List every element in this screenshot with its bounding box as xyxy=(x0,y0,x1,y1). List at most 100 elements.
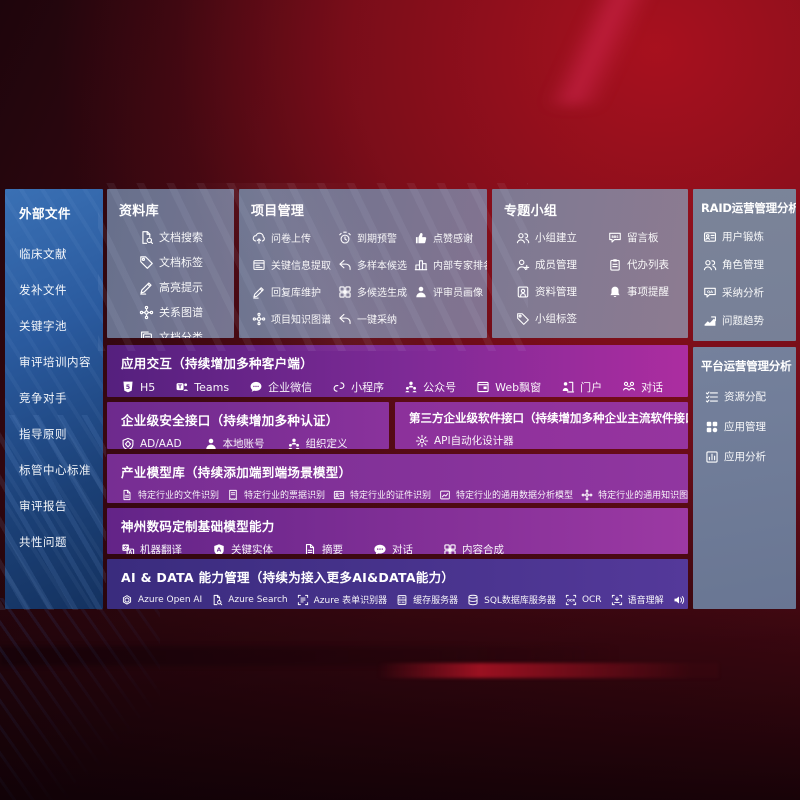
feature-item[interactable]: 内容合成 xyxy=(443,542,504,554)
sidebar-external-files: 外部文件 临床文献 发补文件 关键字池 审评培训内容 竞争对手 指导原则 标管中心标准 审评报… xyxy=(5,189,103,609)
rank-icon xyxy=(414,258,428,272)
feature-label: 回复库维护 xyxy=(271,288,321,299)
feature-label: 特定行业的通用数据分析模型 xyxy=(456,491,574,501)
sidebar-item[interactable]: 审评培训内容 xyxy=(19,355,91,369)
panel-items: 小组建立 留言板 成员管理 代办列表 资料管理 事项提醒小组标签 xyxy=(492,219,688,326)
feature-item[interactable]: 应用管理 xyxy=(705,419,796,434)
feature-item[interactable]: Azure 表单识别器 xyxy=(297,593,387,606)
feature-item[interactable]: 问卷上传 xyxy=(252,230,338,245)
reply-icon xyxy=(338,312,352,326)
feature-item[interactable]: 文档标签 xyxy=(139,254,234,270)
feature-item[interactable]: Teams xyxy=(175,380,229,394)
translate-icon xyxy=(121,543,135,555)
feature-item[interactable]: Web飘窗 xyxy=(476,379,541,395)
feature-item[interactable]: 缓存服务器 xyxy=(396,593,458,606)
sidebar-item[interactable]: 指导原则 xyxy=(19,427,67,441)
feature-item[interactable]: TTS xyxy=(673,594,688,606)
sidebar-item[interactable]: 共性问题 xyxy=(19,535,67,549)
feature-item[interactable]: OCR xyxy=(565,594,602,606)
receipt-icon xyxy=(227,489,239,501)
sidebar-item[interactable]: 竞争对手 xyxy=(19,391,67,405)
background-dark-band xyxy=(0,646,620,666)
feature-item[interactable]: 点赞感谢 xyxy=(414,230,487,245)
feature-item[interactable]: 语音理解 xyxy=(611,593,664,606)
feature-item[interactable]: 对话 xyxy=(373,542,413,554)
feature-item[interactable]: 关键实体 xyxy=(212,542,273,554)
feature-item[interactable]: 多样本候选 xyxy=(338,257,414,272)
sidebar-item[interactable]: 关键字池 xyxy=(19,319,67,333)
feature-item[interactable]: 特定行业的文件识别 xyxy=(121,488,219,501)
doc-icon xyxy=(303,543,317,555)
row-title: 企业级安全接口（持续增加多种认证） xyxy=(121,413,339,428)
feature-label: 特定行业的证件识别 xyxy=(350,491,432,501)
feature-label: 特定行业的通用知识图谱模型 xyxy=(598,491,688,501)
feature-item[interactable]: SQL数据库服务器 xyxy=(467,593,556,606)
feature-label: 多候选生成 xyxy=(357,288,407,299)
feature-item[interactable]: 本地账号 xyxy=(204,436,265,449)
panel-items: 问卷上传 到期预警 点赞感谢关键信息提取 多样本候选 内部专家排名回复库维护 多候选生成 评… xyxy=(239,219,487,326)
grid-plus-icon xyxy=(338,285,352,299)
feature-item[interactable]: 门户 xyxy=(561,379,602,395)
feature-item[interactable]: 特定行业的证件识别 xyxy=(333,488,431,501)
sidebar-item[interactable]: 审评报告 xyxy=(19,499,67,513)
feature-item[interactable]: 一键采纳 xyxy=(338,311,414,326)
people-icon xyxy=(703,258,717,272)
feature-item[interactable]: 成员管理 xyxy=(516,257,608,272)
feature-item[interactable]: 用户锻炼 xyxy=(703,229,796,244)
feature-item[interactable]: 特定行业的通用数据分析模型 xyxy=(439,488,573,501)
sidebar-item[interactable]: 标管中心标准 xyxy=(19,463,91,477)
feature-label: 对话 xyxy=(641,381,664,394)
feature-item[interactable]: 问题趋势 xyxy=(703,313,796,328)
row-title: 应用交互（持续增加多种客户端） xyxy=(121,356,314,371)
wecom-icon xyxy=(249,380,263,394)
feature-item[interactable]: 资料管理 xyxy=(516,284,608,299)
feature-item[interactable]: 到期预警 xyxy=(338,230,414,245)
feature-item[interactable]: 小组标签 xyxy=(516,311,608,326)
feature-label: 事项提醒 xyxy=(627,286,669,298)
feature-label: 语音理解 xyxy=(627,596,664,606)
feature-item[interactable]: 留言板 xyxy=(608,230,688,245)
feature-item[interactable]: 小程序 xyxy=(332,379,384,395)
feature-item[interactable]: 项目知识图谱 xyxy=(252,311,338,326)
feature-item[interactable]: 特定行业的通用知识图谱模型 xyxy=(581,488,688,501)
adshield-icon xyxy=(121,437,135,450)
feature-item[interactable]: Azure Open AI xyxy=(121,594,202,606)
feature-item[interactable]: 特定行业的票据识别 xyxy=(227,488,325,501)
feature-item[interactable]: 关系图谱 xyxy=(139,304,234,320)
feature-item[interactable]: 应用分析 xyxy=(705,449,796,464)
feature-item[interactable]: 采纳分析 xyxy=(703,285,796,300)
feature-item[interactable]: 关键信息提取 xyxy=(252,257,338,272)
feature-item[interactable]: 文档分类 xyxy=(139,329,234,338)
gear-icon xyxy=(415,434,429,448)
feature-item[interactable]: 企业微信 xyxy=(249,379,312,395)
feature-item[interactable]: H5 xyxy=(121,380,155,394)
feature-item[interactable]: 角色管理 xyxy=(703,257,796,272)
feature-item[interactable]: 回复库维护 xyxy=(252,284,338,299)
feature-label: 资源分配 xyxy=(724,391,766,403)
feature-item[interactable]: 对话 xyxy=(622,379,663,395)
feature-label: 特定行业的票据识别 xyxy=(244,491,326,501)
feature-item[interactable]: 代办列表 xyxy=(608,257,688,272)
sidebar-item[interactable]: 发补文件 xyxy=(19,283,67,297)
feature-item[interactable]: 文档搜索 xyxy=(139,229,234,245)
feature-label: 文档标签 xyxy=(159,256,203,269)
feature-item[interactable]: 多候选生成 xyxy=(338,284,414,299)
feature-item[interactable]: AD/AAD xyxy=(121,437,182,450)
sidebar-item[interactable]: 临床文献 xyxy=(19,247,67,261)
feature-item[interactable]: 事项提醒 xyxy=(608,284,688,299)
feature-item[interactable]: 高亮提示 xyxy=(139,279,234,295)
feature-item[interactable]: 内部专家排名 xyxy=(414,257,487,272)
feature-item[interactable]: Azure Search xyxy=(211,594,288,606)
feature-item[interactable]: 摘要 xyxy=(303,542,343,554)
feature-item[interactable]: API自动化设计器 xyxy=(415,433,514,448)
feature-item[interactable]: 组织定义 xyxy=(287,436,348,449)
feature-item[interactable]: 小组建立 xyxy=(516,230,608,245)
feature-item[interactable]: 评审员画像 xyxy=(414,284,487,299)
feature-item[interactable]: 机器翻译 xyxy=(121,542,182,554)
trend-icon xyxy=(703,314,717,328)
background-blue-streaks xyxy=(0,598,160,800)
feature-item[interactable]: 资源分配 xyxy=(705,389,796,404)
feature-item[interactable]: 公众号 xyxy=(404,379,456,395)
feature-label: SQL数据库服务器 xyxy=(484,596,556,606)
